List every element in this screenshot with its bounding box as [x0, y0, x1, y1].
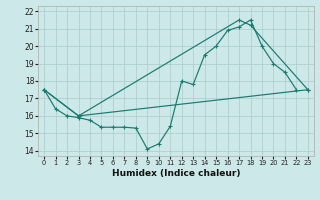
- X-axis label: Humidex (Indice chaleur): Humidex (Indice chaleur): [112, 169, 240, 178]
